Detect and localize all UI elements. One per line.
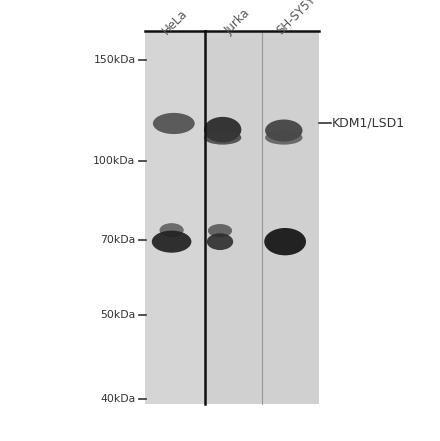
Ellipse shape — [208, 224, 232, 237]
Ellipse shape — [160, 223, 184, 237]
Ellipse shape — [265, 120, 303, 142]
Text: KDM1/LSD1: KDM1/LSD1 — [332, 117, 405, 130]
Bar — [205, 31, 319, 404]
Ellipse shape — [152, 231, 191, 253]
Bar — [145, 31, 205, 404]
Text: Jurka: Jurka — [223, 7, 253, 37]
Ellipse shape — [153, 113, 195, 134]
Text: 70kDa: 70kDa — [100, 235, 136, 245]
Text: 50kDa: 50kDa — [100, 310, 136, 320]
Ellipse shape — [207, 233, 233, 250]
Text: 40kDa: 40kDa — [100, 394, 136, 404]
Ellipse shape — [265, 131, 303, 145]
Text: SH-SY5Y: SH-SY5Y — [275, 0, 319, 37]
Text: 100kDa: 100kDa — [93, 156, 136, 166]
Ellipse shape — [204, 117, 242, 142]
Text: HeLa: HeLa — [160, 7, 191, 37]
Text: 150kDa: 150kDa — [93, 55, 136, 64]
Ellipse shape — [204, 131, 242, 145]
Ellipse shape — [264, 228, 306, 255]
